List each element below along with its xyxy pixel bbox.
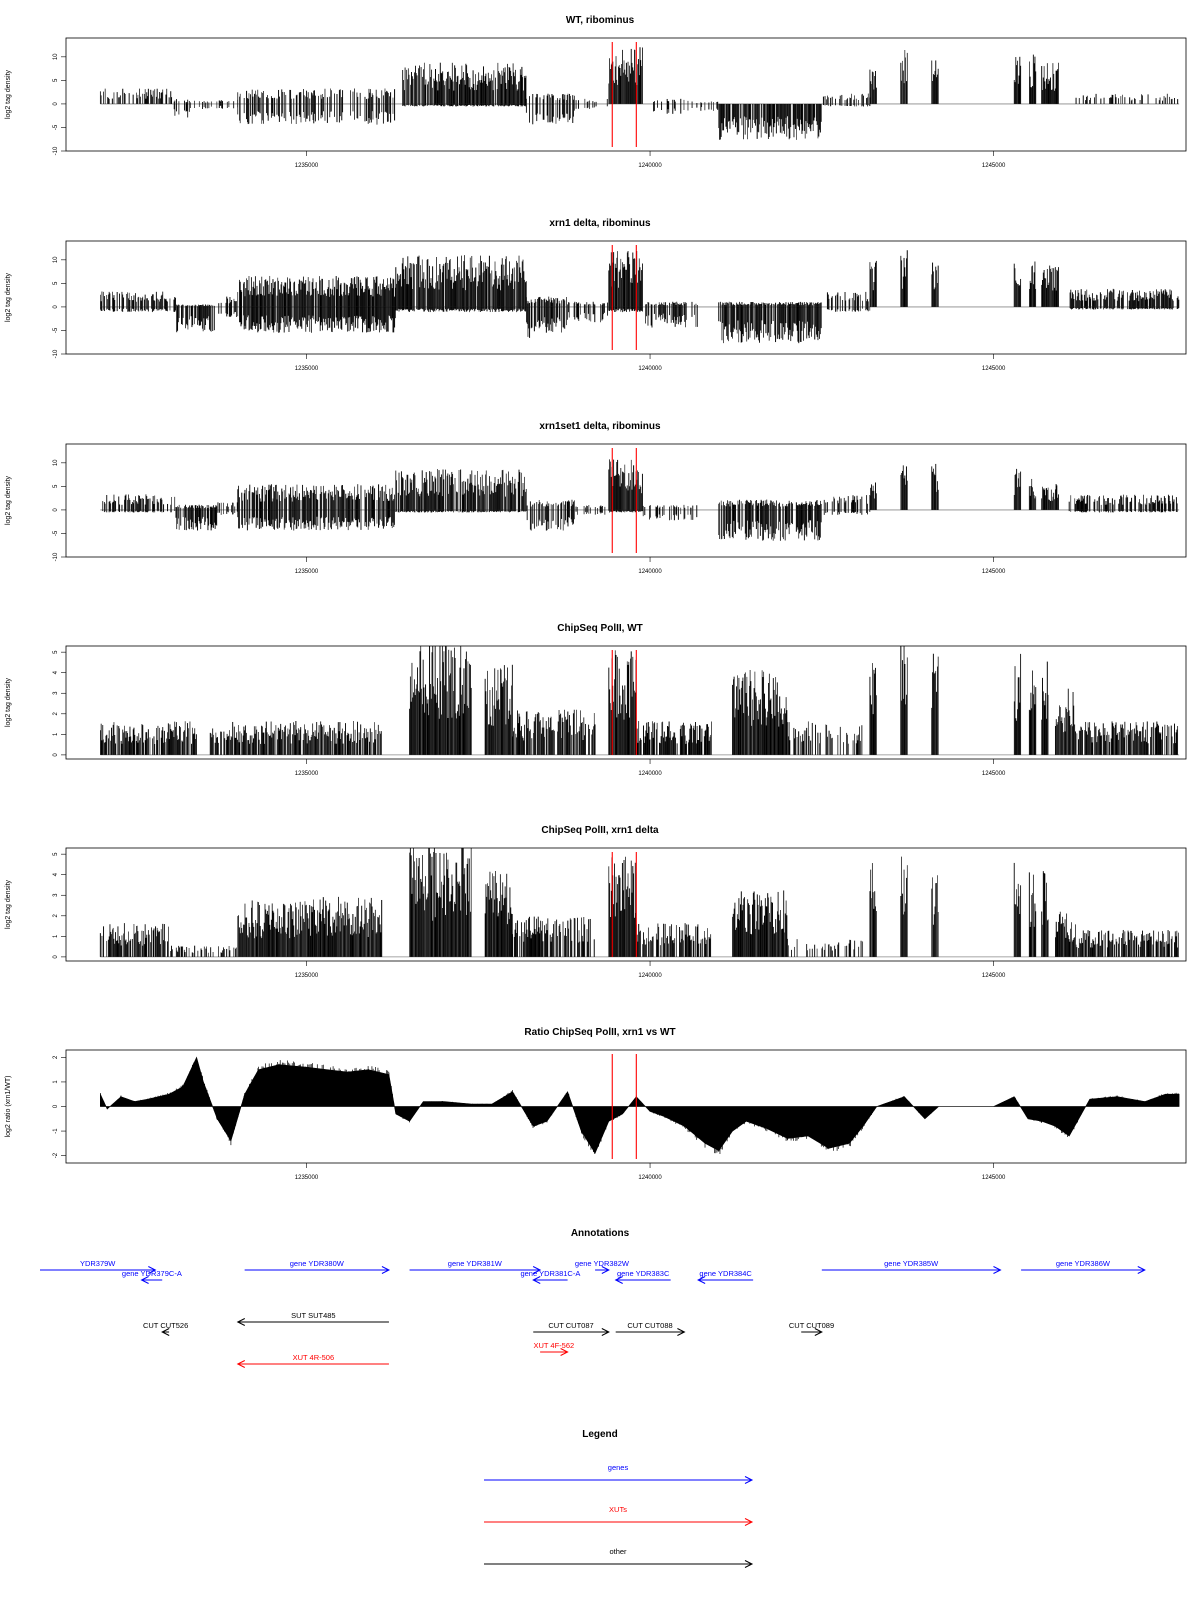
track-panel-2: xrn1 delta, ribominus -10 -5 0 5 10 log2 tag d…	[5, 218, 1187, 372]
track-panel-3: xrn1set1 delta, ribominus -10 -5 0 5 10 log2 t…	[5, 421, 1187, 575]
x-axis: 1235000 1240000 1245000	[295, 557, 1006, 575]
y-tick-label: -5	[53, 530, 59, 536]
y-tick-label: 1	[53, 732, 59, 736]
y-tick-label: 3	[53, 691, 59, 695]
y-tick-label: -10	[53, 552, 59, 561]
y-tick-label: 10	[53, 53, 59, 60]
x-tick-label: 1245000	[982, 569, 1006, 575]
y-tick-label: 5	[53, 484, 59, 488]
y-tick-label: -5	[53, 124, 59, 130]
track-panel-4: ChipSeq PolII, WT 0 1 2 3 4 5 log2 tag density 1…	[5, 623, 1187, 777]
x-tick-label: 1240000	[638, 569, 662, 575]
panel-title: xrn1 delta, ribominus	[549, 218, 651, 229]
x-tick-label: 1240000	[638, 163, 662, 169]
y-tick-label: 2	[53, 711, 59, 715]
panel-frame	[65, 37, 1187, 152]
signal-bars	[102, 459, 1178, 541]
y-tick-label: 10	[53, 256, 59, 263]
y-tick-label: -10	[53, 349, 59, 358]
y-axis-label: log2 tag density	[5, 475, 12, 525]
y-tick-label: 4	[53, 670, 59, 674]
y-axis-label: log2 tag density	[5, 272, 12, 322]
y-tick-label: 0	[53, 508, 59, 512]
panel-frame	[65, 240, 1187, 355]
x-axis: 1235000 1240000 1245000	[295, 759, 1006, 777]
x-tick-label: 1240000	[638, 771, 662, 777]
signal-bars	[100, 250, 1180, 344]
x-tick-label: 1240000	[638, 366, 662, 372]
x-axis: 1235000 1240000 1245000	[295, 354, 1006, 372]
x-tick-label: 1235000	[295, 771, 319, 777]
panel-frame	[65, 443, 1187, 558]
y-axis: -10 -5 0 5 10 log2 tag density	[5, 256, 66, 358]
signal-bars	[99, 646, 1179, 755]
y-tick-label: 5	[53, 78, 59, 82]
x-tick-label: 1235000	[295, 569, 319, 575]
y-tick-label: 0	[53, 102, 59, 106]
track-panel-1: WT, ribominus -10 -5 0 5 10 log2 tag density 12…	[5, 15, 1187, 169]
y-tick-label: -10	[53, 146, 59, 155]
y-tick-label: 5	[53, 650, 59, 654]
panel-title: WT, ribominus	[566, 15, 635, 26]
y-tick-label: 0	[53, 753, 59, 757]
y-axis-label: log2 tag density	[5, 677, 12, 727]
y-tick-label: 10	[53, 459, 59, 466]
panel-title: ChipSeq PolII, WT	[557, 623, 643, 634]
y-axis: 0 1 2 3 4 5 log2 tag density	[5, 650, 66, 757]
y-tick-label: 5	[53, 281, 59, 285]
y-tick-label: 0	[53, 305, 59, 309]
y-tick-label: -5	[53, 327, 59, 333]
y-axis-label: log2 tag density	[5, 69, 12, 119]
x-tick-label: 1235000	[295, 163, 319, 169]
x-tick-label: 1235000	[295, 366, 319, 372]
signal-bars	[99, 47, 1179, 140]
x-tick-label: 1245000	[982, 366, 1006, 372]
x-tick-label: 1245000	[982, 771, 1006, 777]
x-axis: 1235000 1240000 1245000	[295, 151, 1006, 169]
panel-title: xrn1set1 delta, ribominus	[539, 421, 661, 432]
panel-frame	[65, 645, 1187, 760]
x-tick-label: 1245000	[982, 163, 1006, 169]
y-axis: -10 -5 0 5 10 log2 tag density	[5, 53, 66, 155]
y-axis: -10 -5 0 5 10 log2 tag density	[5, 459, 66, 561]
